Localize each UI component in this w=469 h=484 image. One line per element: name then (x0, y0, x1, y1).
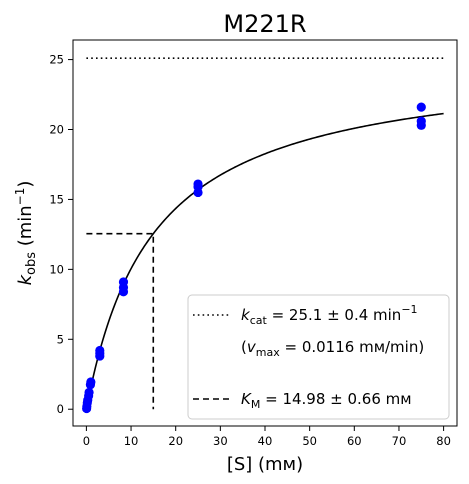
data-point (193, 179, 203, 189)
legend-box (187, 294, 450, 420)
y-tick-label: 0 (57, 402, 64, 416)
chart-title: M221R (223, 10, 306, 38)
x-tick-label: 80 (436, 434, 451, 448)
data-point (84, 387, 94, 398)
legend: kcat = 25.1 ± 0.4 min−1 (vmax = 0.0116 m… (187, 294, 450, 420)
x-tick-label: 60 (347, 434, 362, 448)
data-point (118, 277, 129, 287)
y-axis-title-close: ) (15, 181, 36, 188)
x-tick-label: 30 (213, 434, 228, 448)
y-axis-title-symbol: k (15, 273, 36, 285)
data-point (95, 345, 105, 356)
y-tick-label: 5 (57, 332, 64, 346)
legend-vmax-label: (vmax = 0.0116 mм/min) (241, 338, 424, 359)
y-tick-label: 10 (49, 262, 64, 276)
y-axis-title: kobs (min−1) (13, 181, 39, 286)
km-dashed-line (86, 232, 155, 410)
y-axis-title-superscript: −1 (13, 188, 27, 206)
data-point (416, 116, 426, 126)
x-tick-label: 40 (258, 434, 273, 448)
x-axis-ticks: 0 10 20 30 40 50 60 70 80 (83, 426, 451, 448)
data-point (416, 102, 426, 112)
x-tick-label: 70 (392, 434, 407, 448)
y-axis-title-unit: (min (15, 205, 36, 252)
data-points (82, 102, 426, 414)
x-tick-label: 50 (302, 434, 317, 448)
y-axis-title-subscript: obs (24, 252, 39, 275)
y-tick-label: 20 (49, 123, 64, 137)
y-axis-ticks: 0 5 10 15 20 25 (49, 53, 73, 416)
x-tick-label: 10 (124, 434, 139, 448)
legend-km-label: KM = 14.98 ± 0.66 mм (241, 390, 412, 411)
x-tick-label: 20 (168, 434, 183, 448)
legend-kcat-label: kcat = 25.1 ± 0.4 min−1 (241, 303, 418, 327)
michaelis-menten-fit-curve (85, 112, 444, 410)
y-tick-label: 15 (49, 192, 64, 206)
x-tick-label: 0 (83, 434, 90, 448)
data-point (86, 377, 96, 387)
x-axis-title: [S] (mм) (227, 454, 303, 475)
y-tick-label: 25 (49, 53, 64, 67)
